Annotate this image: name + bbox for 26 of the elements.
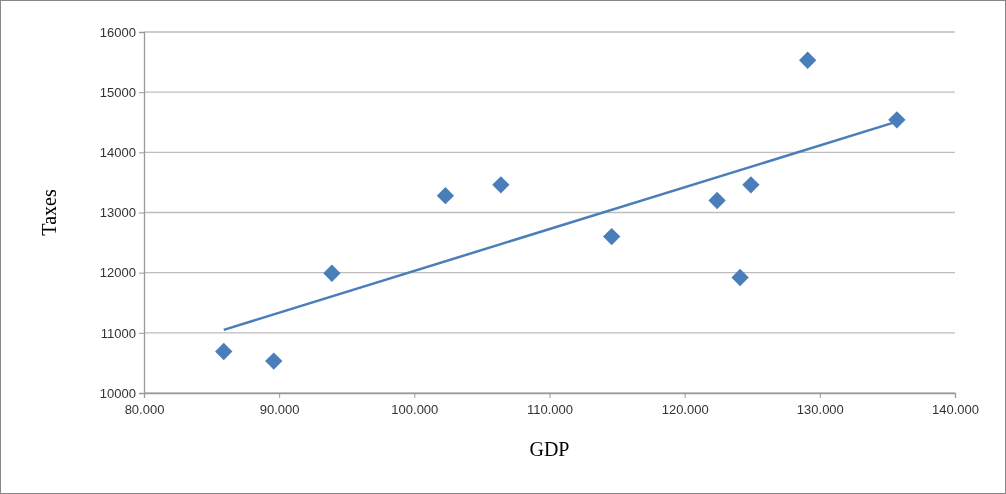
x-tick-label: 110.000	[526, 402, 574, 417]
y-tick-label: 15000	[99, 84, 136, 100]
y-tick-label: 12000	[99, 265, 136, 281]
x-tick-label: 100.000	[391, 402, 439, 417]
y-tick-label: 11000	[100, 325, 136, 341]
x-axis-title: GDP	[529, 438, 570, 460]
point	[492, 176, 510, 194]
point	[265, 352, 283, 370]
point	[436, 186, 455, 205]
point	[708, 191, 726, 210]
y-tick-label: 16000	[99, 24, 136, 40]
y-tick-label: 13000	[99, 205, 136, 221]
point	[799, 51, 817, 69]
y-tick-label: 14000	[99, 144, 136, 160]
point	[215, 342, 233, 361]
y-axis-title: Taxes	[38, 189, 60, 236]
x-tick-label: 80.000	[124, 402, 165, 417]
x-tick-label: 140.000	[932, 402, 979, 417]
x-tick-label: 120.000	[661, 402, 709, 417]
point	[603, 227, 621, 246]
point	[323, 264, 341, 282]
x-tick-label: 90.000	[259, 402, 300, 417]
y-tick-label: 10000	[99, 385, 136, 401]
point	[742, 176, 760, 194]
point	[731, 268, 749, 287]
x-tick-label: 130.000	[796, 402, 844, 417]
